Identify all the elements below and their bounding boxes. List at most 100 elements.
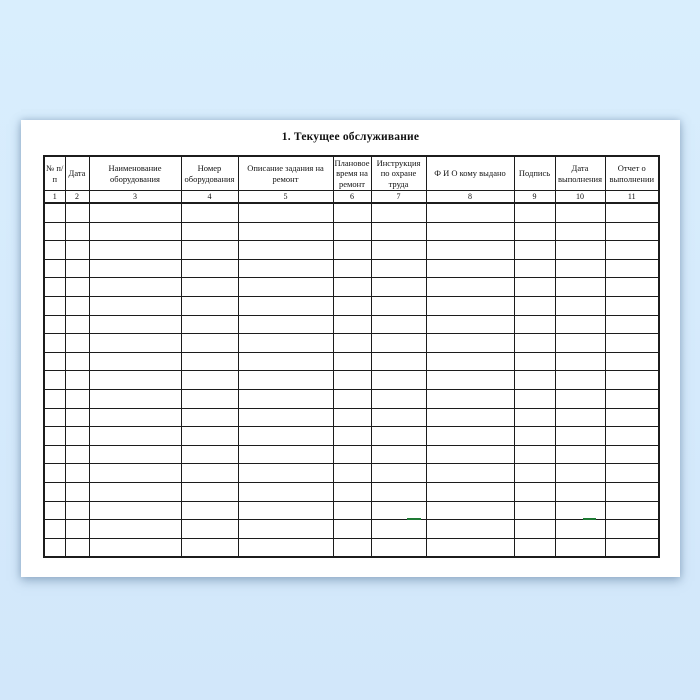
column-number-9: 9 [513, 190, 556, 204]
empty-cell [513, 202, 556, 223]
table-body [43, 202, 660, 558]
empty-cell [64, 407, 90, 428]
empty-cell [513, 463, 556, 483]
empty-cell [64, 258, 90, 279]
empty-cell [88, 537, 182, 558]
empty-cell [370, 202, 427, 223]
empty-cell [180, 500, 239, 521]
empty-cell [425, 370, 515, 390]
empty-cell [604, 481, 660, 502]
empty-cell [513, 277, 556, 297]
empty-cell [237, 407, 334, 428]
table-row [43, 202, 660, 223]
empty-cell [554, 444, 606, 465]
empty-cell [88, 240, 182, 260]
empty-cell [554, 537, 606, 558]
empty-cell [554, 481, 606, 502]
empty-cell [513, 333, 556, 353]
empty-cell [554, 314, 606, 335]
empty-cell [237, 258, 334, 279]
empty-cell [513, 221, 556, 242]
empty-cell [64, 388, 90, 409]
empty-cell [425, 519, 515, 539]
column-number-10: 10 [554, 190, 606, 204]
empty-cell [332, 277, 372, 297]
table-row [43, 407, 660, 428]
empty-cell [370, 221, 427, 242]
empty-cell [237, 351, 334, 372]
empty-cell [180, 426, 239, 446]
empty-cell [425, 295, 515, 316]
empty-cell [370, 519, 427, 539]
column-header-5: Описание задания на ремонт [237, 155, 334, 191]
table-row [43, 519, 660, 539]
empty-cell [180, 388, 239, 409]
empty-cell [332, 519, 372, 539]
table-row [43, 221, 660, 242]
empty-cell [88, 258, 182, 279]
table-row [43, 258, 660, 279]
empty-cell [237, 463, 334, 483]
empty-cell [513, 481, 556, 502]
empty-cell [43, 240, 66, 260]
empty-cell [43, 388, 66, 409]
empty-cell [554, 463, 606, 483]
empty-cell [237, 444, 334, 465]
header-row: № п/п Дата Наименование оборудования Номер … [43, 155, 660, 191]
column-header-8: Ф И О кому выдано [425, 155, 515, 191]
empty-cell [64, 463, 90, 483]
empty-cell [332, 407, 372, 428]
empty-cell [180, 295, 239, 316]
empty-cell [370, 407, 427, 428]
empty-cell [370, 295, 427, 316]
column-number-6: 6 [332, 190, 372, 204]
empty-cell [237, 202, 334, 223]
empty-cell [554, 519, 606, 539]
empty-cell [370, 463, 427, 483]
empty-cell [88, 333, 182, 353]
empty-cell [513, 240, 556, 260]
empty-cell [604, 463, 660, 483]
empty-cell [64, 351, 90, 372]
table-row [43, 333, 660, 353]
column-header-7: Инструкция по охране труда [370, 155, 427, 191]
empty-cell [604, 500, 660, 521]
empty-cell [425, 463, 515, 483]
empty-cell [513, 370, 556, 390]
empty-cell [43, 500, 66, 521]
empty-cell [332, 370, 372, 390]
empty-cell [332, 295, 372, 316]
empty-cell [180, 202, 239, 223]
empty-cell [88, 202, 182, 223]
table-row [43, 481, 660, 502]
empty-cell [332, 500, 372, 521]
watermark-dash [407, 518, 421, 520]
empty-cell [332, 314, 372, 335]
column-number-8: 8 [425, 190, 515, 204]
empty-cell [64, 277, 90, 297]
empty-cell [425, 240, 515, 260]
empty-cell [88, 388, 182, 409]
empty-cell [554, 258, 606, 279]
empty-cell [43, 277, 66, 297]
empty-cell [513, 351, 556, 372]
empty-cell [513, 314, 556, 335]
empty-cell [332, 240, 372, 260]
column-number-11: 11 [604, 190, 660, 204]
empty-cell [332, 258, 372, 279]
empty-cell [88, 426, 182, 446]
table-row [43, 500, 660, 521]
empty-cell [88, 351, 182, 372]
empty-cell [513, 537, 556, 558]
empty-cell [237, 314, 334, 335]
empty-cell [604, 370, 660, 390]
empty-cell [180, 481, 239, 502]
empty-cell [88, 500, 182, 521]
empty-cell [554, 370, 606, 390]
empty-cell [180, 221, 239, 242]
empty-cell [513, 426, 556, 446]
empty-cell [43, 537, 66, 558]
empty-cell [64, 202, 90, 223]
empty-cell [370, 351, 427, 372]
number-row: 1 2 3 4 5 6 7 8 9 10 11 [43, 190, 660, 204]
